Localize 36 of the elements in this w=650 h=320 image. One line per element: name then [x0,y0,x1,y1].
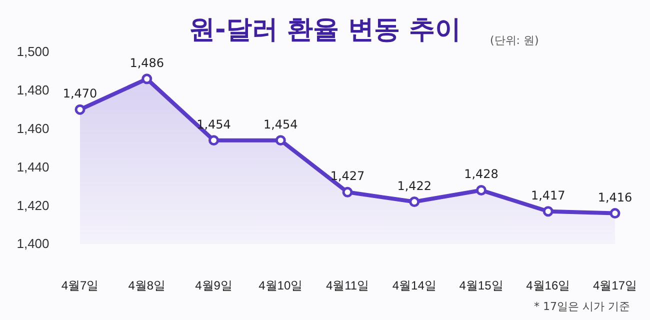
data-label: 1,422 [397,178,432,193]
data-label: 1,428 [464,167,498,182]
text: * 17일은 시가 기준 [534,300,630,313]
y-tick-label: 1,440 [16,159,50,174]
x-tick-label: 4월8일 [128,278,166,293]
chart-subtitle: (단위: 원) [490,34,539,47]
x-tick-label: 4월10일 [258,278,303,293]
chart-title: 원-달러 환율 변동 추이 [189,15,461,45]
data-label: 1,427 [330,169,365,184]
data-label: 1,470 [62,86,98,101]
x-tick-label: 4월17일 [592,278,638,293]
point [142,74,152,84]
y-tick-label: 1,480 [16,82,50,98]
point [74,104,86,115]
x-tick-label: 4월15일 [459,278,504,293]
data-label: 1,454 [263,117,298,132]
data-label: 1,416 [598,190,632,204]
data-label: 1,417 [530,188,566,202]
y-tick-label: 1,400 [16,236,50,252]
y-tick-label: 1,460 [16,120,50,136]
x-tick-label: 4월11일 [326,278,370,293]
data-label: 1,486 [130,56,164,70]
point [275,135,286,146]
data-label: 1,454 [196,117,231,132]
x-tick-label: 4월9일 [195,278,232,293]
x-tick-label: 4월16일 [526,278,570,293]
point [409,196,420,207]
y-tick-label: 1,420 [16,198,50,213]
y-tick-label: 1,500 [16,44,50,60]
x-tick-label: 4월7일 [61,278,99,293]
point [610,208,620,219]
x-tick-label: 4월14일 [392,278,436,293]
point [342,186,353,198]
point [542,206,554,217]
point [476,185,486,196]
point [208,135,219,146]
